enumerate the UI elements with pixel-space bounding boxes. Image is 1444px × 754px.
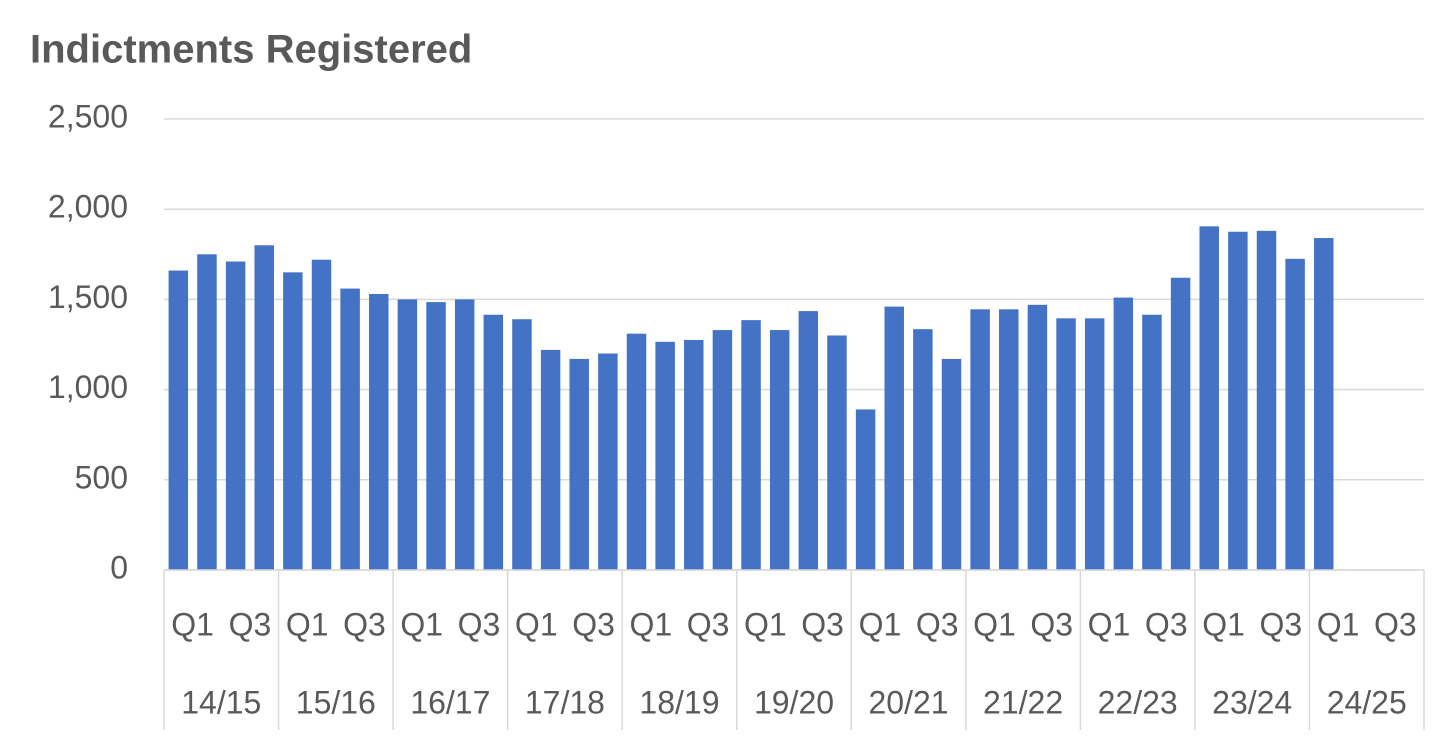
- x-tick-label: Q1: [1317, 606, 1360, 642]
- x-group-label: 14/15: [181, 684, 261, 720]
- x-group-label: 19/20: [754, 684, 834, 720]
- bar: [1113, 297, 1134, 570]
- bar: [884, 306, 904, 570]
- bar: [827, 335, 847, 570]
- bar: [1285, 258, 1305, 570]
- bar: [168, 270, 189, 570]
- bar: [970, 309, 990, 570]
- y-tick-label: 2,000: [48, 189, 128, 225]
- bar: [1027, 304, 1048, 570]
- x-tick-label: Q1: [859, 606, 902, 642]
- x-tick-label: Q1: [1088, 606, 1131, 642]
- bar: [913, 329, 933, 570]
- x-tick-label: Q3: [687, 606, 730, 642]
- bar: [999, 309, 1019, 570]
- x-tick-label: Q3: [1259, 606, 1302, 642]
- x-tick-label: Q3: [801, 606, 844, 642]
- bar: [626, 333, 647, 570]
- bar: [311, 259, 332, 570]
- x-tick-label: Q1: [515, 606, 558, 642]
- x-group-label: 20/21: [869, 684, 949, 720]
- y-tick-label: 0: [110, 549, 128, 585]
- y-tick-label: 1,500: [48, 279, 128, 315]
- x-tick-label: Q1: [973, 606, 1016, 642]
- x-tick-label: Q3: [916, 606, 959, 642]
- x-tick-label: Q3: [1030, 606, 1073, 642]
- x-tick-label: Q1: [1202, 606, 1245, 642]
- bar: [1199, 226, 1219, 570]
- x-group-label: 16/17: [410, 684, 490, 720]
- bar: [684, 339, 704, 570]
- bar: [397, 299, 418, 570]
- bar: [483, 314, 504, 570]
- x-tick-label: Q3: [458, 606, 501, 642]
- bar: [712, 330, 733, 570]
- bar: [197, 254, 217, 571]
- x-tick-label: Q1: [171, 606, 214, 642]
- x-group-label: 21/22: [983, 684, 1063, 720]
- bar: [340, 288, 360, 570]
- bar: [254, 245, 274, 570]
- x-tick-label: Q3: [572, 606, 615, 642]
- x-group-label: 24/25: [1327, 684, 1407, 720]
- bar: [225, 261, 246, 570]
- y-tick-label: 500: [75, 459, 128, 495]
- x-group-label: 15/16: [296, 684, 376, 720]
- bar: [598, 353, 618, 570]
- x-tick-label: Q3: [1145, 606, 1188, 642]
- bar: [1170, 277, 1191, 570]
- chart-title: Indictments Registered: [30, 28, 472, 72]
- bar: [1084, 318, 1105, 570]
- bar: [369, 293, 389, 570]
- x-tick-label: Q1: [286, 606, 329, 642]
- bar: [569, 358, 589, 570]
- x-group-label: 18/19: [639, 684, 719, 720]
- x-group-label: 23/24: [1212, 684, 1292, 720]
- bar: [426, 302, 446, 570]
- bar: [540, 349, 561, 570]
- x-tick-label: Q3: [1374, 606, 1417, 642]
- bar: [655, 341, 675, 570]
- x-tick-label: Q3: [229, 606, 272, 642]
- bar: [1056, 318, 1076, 570]
- bar: [1142, 314, 1162, 570]
- bar: [941, 358, 962, 570]
- bar: [512, 319, 532, 570]
- x-tick-label: Q1: [744, 606, 787, 642]
- bar: [283, 272, 303, 570]
- bar: [798, 311, 819, 570]
- x-tick-label: Q1: [400, 606, 443, 642]
- bar: [1256, 230, 1277, 570]
- bar: [741, 320, 761, 570]
- bar: [855, 409, 876, 570]
- bar: [454, 299, 475, 570]
- x-tick-label: Q3: [343, 606, 386, 642]
- x-tick-label: Q1: [629, 606, 672, 642]
- y-tick-label: 2,500: [48, 98, 128, 134]
- x-group-label: 17/18: [525, 684, 605, 720]
- x-group-label: 22/23: [1098, 684, 1178, 720]
- y-tick-label: 1,000: [48, 369, 128, 405]
- bar: [1314, 238, 1334, 570]
- bar: [769, 330, 790, 570]
- bar: [1228, 231, 1248, 570]
